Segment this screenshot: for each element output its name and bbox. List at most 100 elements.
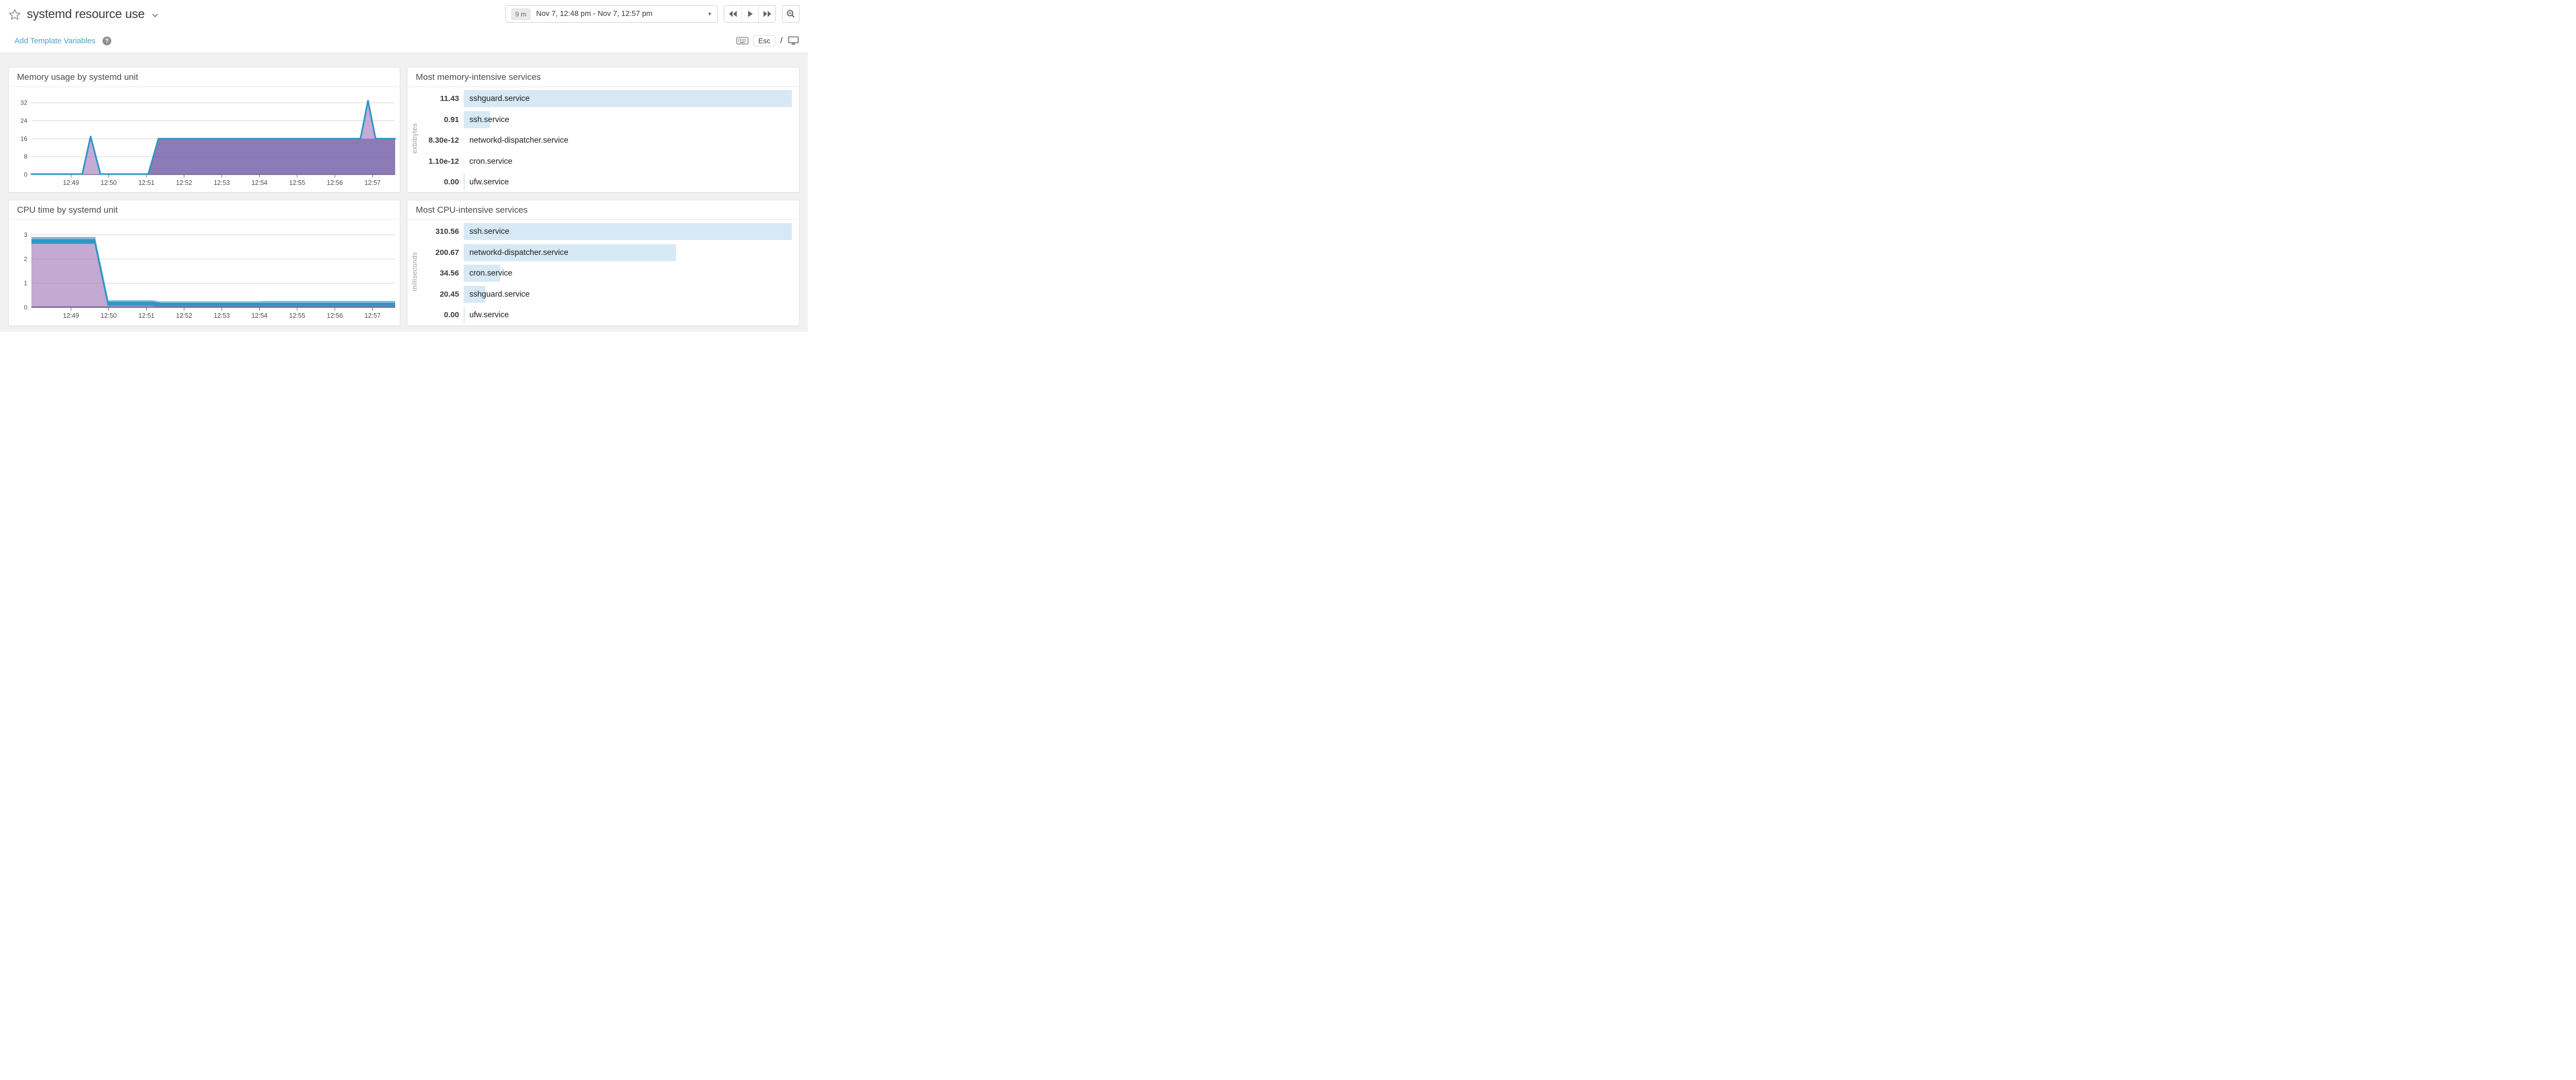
svg-text:12:55: 12:55	[289, 179, 305, 186]
svg-text:2: 2	[24, 255, 27, 263]
time-nav-group	[724, 5, 776, 23]
time-backward-button[interactable]	[724, 6, 741, 22]
slash-hint: /	[780, 36, 783, 45]
toplist-bar-area: networkd-dispatcher.service	[464, 132, 792, 149]
toplist-bar	[464, 285, 485, 303]
toplist-bar-area: ufw.service	[464, 174, 792, 191]
play-icon	[748, 11, 753, 17]
panel-title: CPU time by systemd unit	[9, 200, 400, 220]
toplist-bar	[464, 306, 465, 323]
toplist-bar-area: networkd-dispatcher.service	[464, 244, 792, 261]
toplist-value: 0.00	[444, 178, 459, 186]
toplist-row[interactable]: 11.43 sshguard.service	[408, 90, 792, 107]
svg-text:3: 3	[24, 231, 27, 238]
svg-text:12:56: 12:56	[327, 312, 343, 319]
star-icon[interactable]	[8, 8, 21, 21]
keyboard-icon	[736, 37, 749, 45]
unit-label-box: exbibytes	[409, 87, 420, 190]
zoom-out-button[interactable]	[782, 5, 800, 23]
zoom-out-icon	[787, 10, 795, 18]
esc-key-hint: Esc	[753, 35, 776, 46]
unit-label: milliseconds	[410, 251, 418, 292]
toplist-value: 310.56	[435, 227, 459, 236]
svg-text:24: 24	[21, 117, 28, 125]
toplist-value: 20.45	[439, 289, 459, 299]
toplist-row[interactable]: 0.91 ssh.service	[408, 111, 792, 128]
svg-text:12:53: 12:53	[214, 312, 230, 319]
monitor-icon[interactable]	[787, 36, 800, 46]
add-template-variables-link[interactable]: Add Template Variables	[14, 36, 96, 45]
toplist-service-name: cron.service	[469, 269, 513, 278]
svg-text:12:49: 12:49	[63, 179, 79, 186]
time-forward-button[interactable]	[758, 6, 775, 22]
shortcut-hints: Esc /	[736, 29, 800, 53]
fast-forward-icon	[763, 11, 771, 17]
svg-text:12:54: 12:54	[251, 312, 267, 319]
toplist-service-name: networkd-dispatcher.service	[469, 248, 569, 257]
toplist-bar-area: cron.service	[464, 265, 792, 282]
toplist-service-name: sshguard.service	[469, 289, 530, 299]
svg-text:32: 32	[21, 99, 28, 107]
unit-label: exbibytes	[410, 123, 418, 154]
toplist-bar-area: ufw.service	[464, 306, 792, 323]
toplist-bar	[464, 223, 792, 240]
toplist-bar-area: sshguard.service	[464, 90, 792, 107]
memory-toplist-panel: Most memory-intensive services exbibytes…	[407, 67, 800, 193]
svg-text:12:51: 12:51	[138, 179, 154, 186]
toplist-service-name: ufw.service	[469, 311, 509, 319]
chevron-down-icon[interactable]	[150, 11, 160, 20]
svg-text:0: 0	[24, 304, 27, 311]
title-row: systemd resource use 9 m Nov 7, 12:48 pm…	[0, 0, 808, 29]
svg-text:12:57: 12:57	[364, 179, 380, 186]
toplist-service-name: networkd-dispatcher.service	[469, 136, 569, 145]
toplist-bar-area: ssh.service	[464, 111, 792, 128]
duration-badge: 9 m	[511, 8, 531, 20]
svg-text:12:50: 12:50	[100, 312, 116, 319]
svg-text:12:49: 12:49	[63, 312, 79, 319]
dashboard-body: Memory usage by systemd unit 12:49 12:50 1…	[0, 53, 808, 332]
page-title: systemd resource use	[27, 7, 145, 21]
toplist-bar	[464, 174, 465, 191]
panel-title: Memory usage by systemd unit	[9, 67, 400, 87]
cpu-time-chart[interactable]: 12:49 12:50 12:51 12:52 12:53 12:54 12:55 12:56…	[9, 220, 399, 325]
help-icon[interactable]: ?	[102, 36, 112, 46]
panel-title: Most memory-intensive services	[408, 67, 799, 87]
toplist-service-name: ssh.service	[469, 115, 510, 124]
toplist-row[interactable]: 34.56 cron.service	[408, 265, 792, 282]
subheader-row: Add Template Variables ? Esc /	[0, 29, 808, 53]
svg-text:12:51: 12:51	[138, 312, 154, 319]
toplist-row[interactable]: 200.67 networkd-dispatcher.service	[408, 244, 792, 261]
svg-text:0: 0	[24, 171, 27, 178]
toplist-value: 8.30e-12	[428, 136, 459, 145]
svg-text:12:56: 12:56	[327, 179, 343, 186]
toplist-bar-area: cron.service	[464, 153, 792, 170]
toplist-row[interactable]: 8.30e-12 networkd-dispatcher.service	[408, 132, 792, 149]
time-play-button[interactable]	[741, 6, 758, 22]
toplist-body: exbibytes 11.43 sshguard.service 0.91 ssh.s…	[408, 87, 799, 192]
toplist-value: 0.91	[444, 115, 459, 124]
svg-text:16: 16	[21, 135, 28, 142]
toplist-bar	[464, 111, 490, 128]
memory-usage-chart[interactable]: 12:49 12:50 12:51 12:52 12:53 12:54 12:55 12:56…	[9, 87, 399, 192]
svg-text:12:52: 12:52	[176, 312, 192, 319]
header-right: 9 m Nov 7, 12:48 pm - Nov 7, 12:57 pm ▼	[505, 5, 800, 23]
toplist-row[interactable]: 0.00 ufw.service	[408, 174, 792, 191]
toplist-value: 34.56	[439, 269, 459, 278]
rewind-icon	[729, 11, 737, 17]
toplist-row[interactable]: 1.10e-12 cron.service	[408, 153, 792, 170]
toplist-service-name: sshguard.service	[469, 94, 530, 103]
toplist-row[interactable]: 20.45 sshguard.service	[408, 285, 792, 303]
toplist-value: 11.43	[440, 94, 459, 103]
toplist-bar-area: ssh.service	[464, 223, 792, 240]
svg-text:8: 8	[24, 153, 27, 160]
memory-usage-panel: Memory usage by systemd unit 12:49 12:50 1…	[8, 67, 400, 193]
svg-text:?: ?	[105, 37, 109, 44]
toplist-row[interactable]: 310.56 ssh.service	[408, 223, 792, 240]
time-range-label: Nov 7, 12:48 pm - Nov 7, 12:57 pm	[536, 10, 653, 18]
time-range-picker[interactable]: 9 m Nov 7, 12:48 pm - Nov 7, 12:57 pm ▼	[505, 5, 718, 23]
toplist-row[interactable]: 0.00 ufw.service	[408, 306, 792, 323]
toplist-bar	[464, 265, 500, 282]
panel-title: Most CPU-intensive services	[408, 200, 799, 220]
toplist-value: 200.67	[435, 248, 459, 257]
svg-text:12:57: 12:57	[364, 312, 380, 319]
